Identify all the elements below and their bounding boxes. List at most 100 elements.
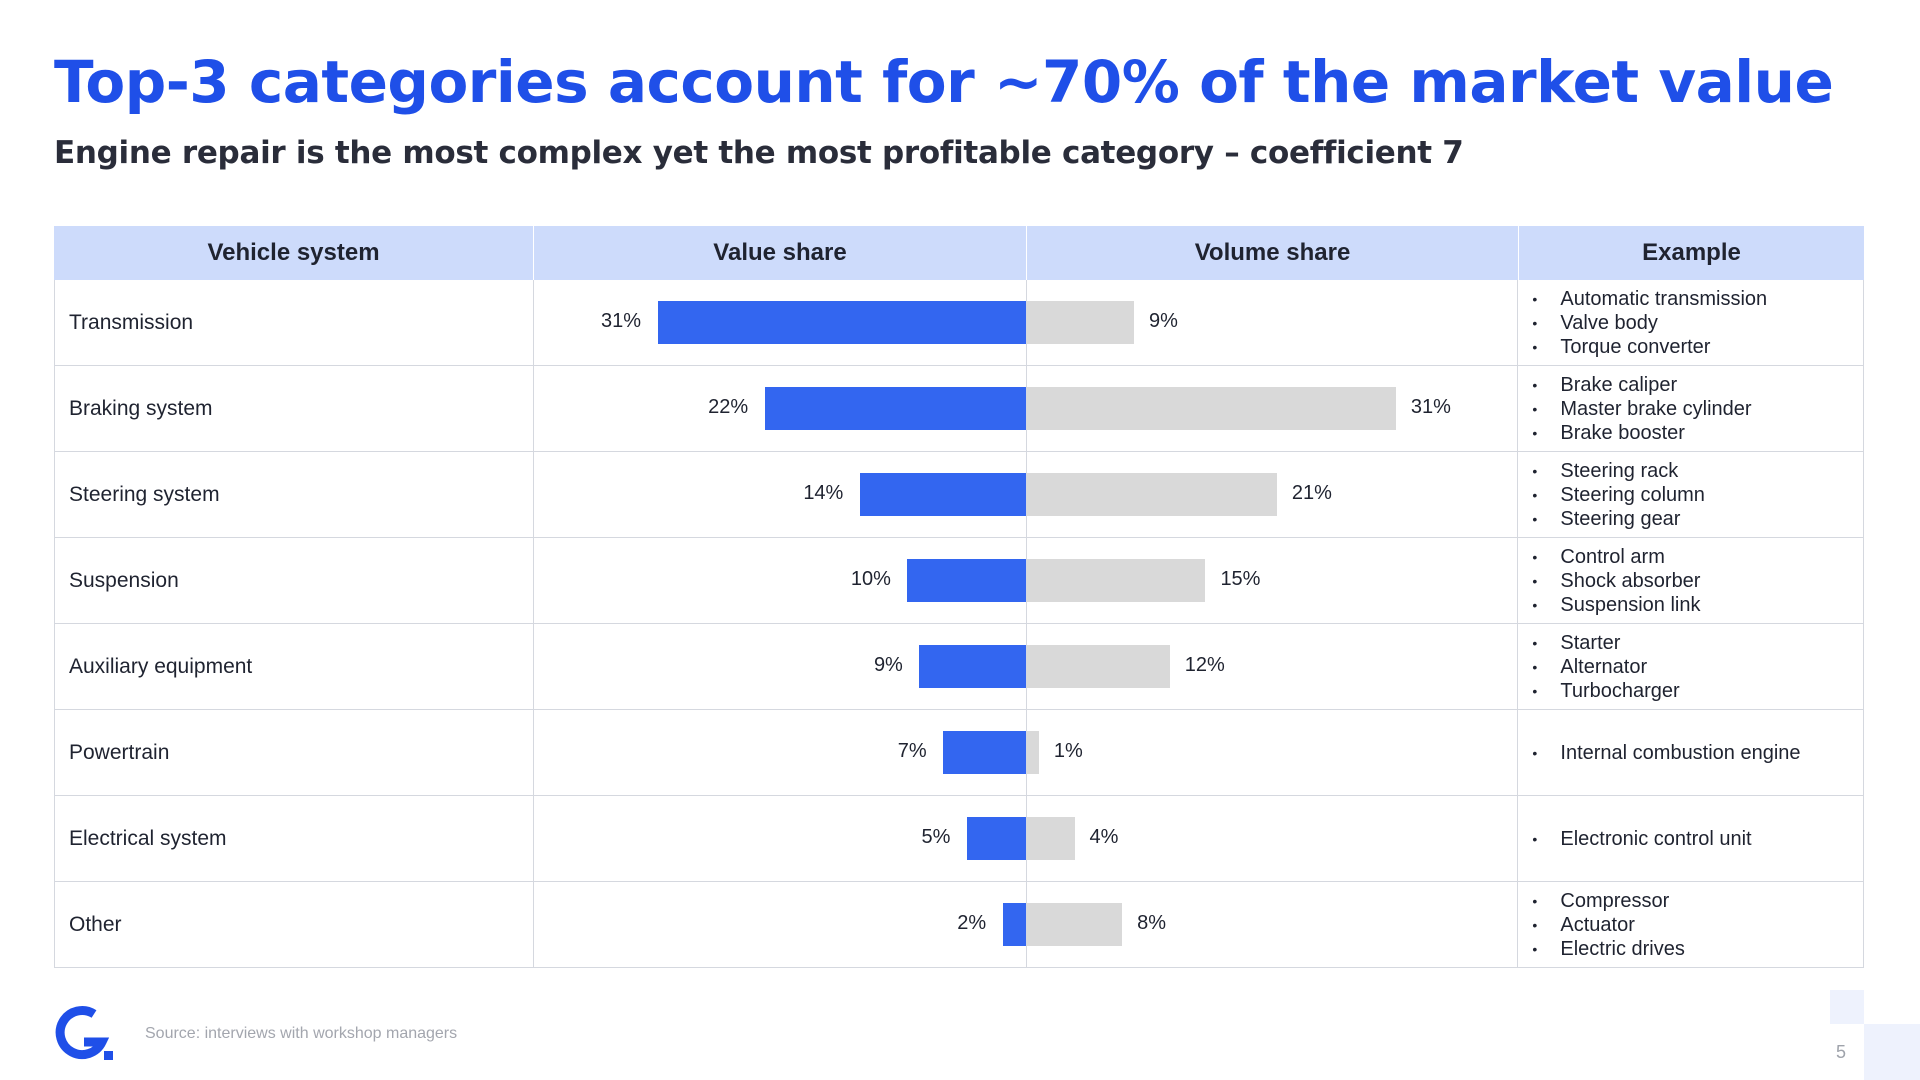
volume-share-label: 31%	[1410, 396, 1451, 418]
example-text: Internal combustion engine	[1560, 741, 1801, 764]
example-text: Actuator	[1560, 913, 1635, 936]
example-cell: • Brake caliper • Master brake cylinder • Bra…	[1518, 366, 1863, 451]
vehicle-system-cell: Steering system	[55, 452, 535, 537]
value-share-label: 2%	[957, 912, 987, 934]
volume-share-bar	[1026, 387, 1396, 430]
example-text: Compressor	[1560, 889, 1670, 912]
bullet-icon: •	[1532, 572, 1538, 589]
example-text: Master brake cylinder	[1560, 397, 1752, 420]
example-item: • Turbocharger	[1532, 679, 1863, 703]
example-text: Brake booster	[1560, 421, 1685, 444]
vehicle-system-cell: Electrical system	[55, 796, 535, 881]
example-item: • Electronic control unit	[1532, 827, 1863, 851]
volume-share-bar	[1026, 731, 1039, 774]
bullet-icon: •	[1532, 400, 1538, 417]
value-share-cell: 10%	[534, 538, 1027, 623]
volume-share-label: 21%	[1291, 482, 1332, 504]
value-share-bar	[943, 731, 1027, 774]
table-row: Auxiliary equipment 9% 12% • Starter • Alterna…	[55, 624, 1863, 710]
value-share-bar	[919, 645, 1027, 688]
example-item: • Valve body	[1532, 311, 1863, 335]
value-share-cell: 14%	[534, 452, 1027, 537]
volume-share-cell: 12%	[1026, 624, 1519, 709]
example-item: • Torque converter	[1532, 335, 1863, 359]
volume-share-cell: 15%	[1026, 538, 1519, 623]
example-text: Steering column	[1560, 483, 1705, 506]
bullet-icon: •	[1532, 548, 1538, 565]
example-item: • Alternator	[1532, 655, 1863, 679]
example-cell: • Starter • Alternator • Turbocharger	[1518, 624, 1863, 709]
value-share-cell: 2%	[534, 882, 1027, 967]
volume-share-label: 12%	[1184, 654, 1225, 676]
bullet-icon: •	[1532, 830, 1538, 847]
volume-share-bar	[1026, 903, 1123, 946]
example-item: • Actuator	[1532, 913, 1863, 937]
volume-share-cell: 4%	[1026, 796, 1519, 881]
volume-share-label: 8%	[1137, 912, 1167, 934]
table-header: Vehicle system Value share Volume share …	[54, 226, 1864, 280]
volume-share-label: 4%	[1089, 826, 1119, 848]
volume-share-bar	[1026, 473, 1277, 516]
example-text: Steering rack	[1560, 459, 1679, 482]
source-note: Source: interviews with workshop manager…	[145, 1025, 458, 1042]
value-share-cell: 9%	[534, 624, 1027, 709]
volume-share-cell: 21%	[1026, 452, 1519, 537]
example-item: • Steering rack	[1532, 459, 1863, 483]
example-item: • Starter	[1532, 631, 1863, 655]
value-share-cell: 22%	[534, 366, 1027, 451]
bullet-icon: •	[1532, 596, 1538, 613]
volume-share-label: 1%	[1053, 740, 1083, 762]
volume-share-bar	[1026, 817, 1075, 860]
value-share-bar	[657, 301, 1027, 344]
example-item: • Control arm	[1532, 545, 1863, 569]
example-cell: • Internal combustion engine	[1518, 710, 1863, 795]
example-item: • Internal combustion engine	[1532, 741, 1863, 765]
example-text: Electric drives	[1560, 937, 1685, 960]
table-body: Transmission 31% 9% • Automatic transmission…	[54, 280, 1864, 968]
page-title: Top-3 categories account for ~70% of the…	[54, 48, 1834, 116]
table-row: Electrical system 5% 4% • Electronic control…	[55, 796, 1863, 882]
bullet-icon: •	[1532, 314, 1538, 331]
example-text: Valve body	[1560, 311, 1658, 334]
example-text: Shock absorber	[1560, 569, 1701, 592]
volume-share-bar	[1026, 559, 1206, 602]
volume-share-label: 9%	[1149, 310, 1178, 332]
bullet-icon: •	[1532, 744, 1538, 761]
example-text: Alternator	[1560, 655, 1648, 678]
header-value-share: Value share	[534, 226, 1027, 280]
vehicle-system-cell: Powertrain	[55, 710, 535, 795]
example-cell: • Steering rack • Steering column • Steering …	[1518, 452, 1863, 537]
example-cell: • Compressor • Actuator • Electric drives	[1518, 882, 1863, 967]
bullet-icon: •	[1532, 290, 1538, 307]
value-share-cell: 7%	[534, 710, 1027, 795]
example-text: Suspension link	[1560, 593, 1701, 616]
bullet-icon: •	[1532, 510, 1538, 527]
example-text: Turbocharger	[1560, 679, 1680, 702]
bullet-icon: •	[1532, 916, 1538, 933]
bullet-icon: •	[1532, 424, 1538, 441]
value-share-bar	[907, 559, 1027, 602]
table-row: Transmission 31% 9% • Automatic transmission…	[55, 280, 1863, 366]
table-row: Suspension 10% 15% • Control arm • Shock absor…	[55, 538, 1863, 624]
example-item: • Compressor	[1532, 889, 1863, 913]
example-item: • Automatic transmission	[1532, 287, 1863, 311]
volume-share-label: 15%	[1220, 568, 1261, 590]
example-item: • Steering gear	[1532, 507, 1863, 531]
volume-share-bar	[1026, 301, 1135, 344]
value-share-label: 9%	[873, 654, 903, 676]
g-logo-icon	[55, 1006, 113, 1060]
table-row: Powertrain 7% 1% • Internal combustion engin…	[55, 710, 1863, 796]
example-item: • Brake caliper	[1532, 373, 1863, 397]
bullet-icon: •	[1532, 338, 1538, 355]
example-item: • Suspension link	[1532, 593, 1863, 617]
bullet-icon: •	[1532, 940, 1538, 957]
value-share-label: 10%	[850, 568, 891, 590]
example-text: Steering gear	[1560, 507, 1681, 530]
example-item: • Steering column	[1532, 483, 1863, 507]
bullet-icon: •	[1532, 376, 1538, 393]
vehicle-system-cell: Suspension	[55, 538, 535, 623]
table-row: Steering system 14% 21% • Steering rack • Stee…	[55, 452, 1863, 538]
corner-decoration	[1864, 1024, 1920, 1080]
vehicle-system-cell: Braking system	[55, 366, 535, 451]
vehicle-system-cell: Other	[55, 882, 535, 967]
